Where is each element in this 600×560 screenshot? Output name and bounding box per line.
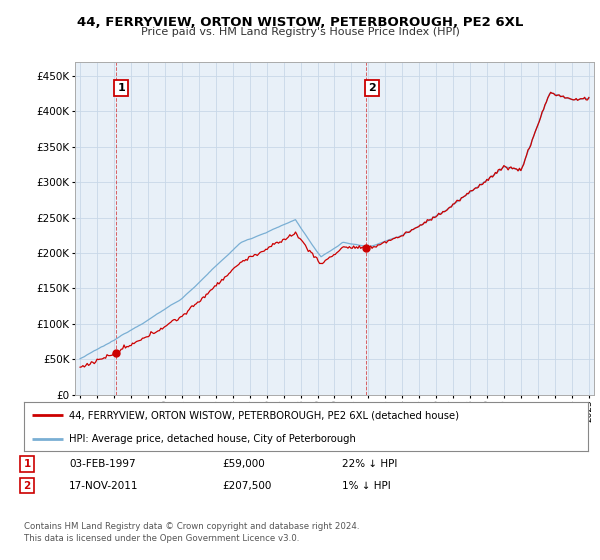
Text: 1: 1 xyxy=(117,83,125,93)
Text: Price paid vs. HM Land Registry's House Price Index (HPI): Price paid vs. HM Land Registry's House … xyxy=(140,27,460,38)
Text: HPI: Average price, detached house, City of Peterborough: HPI: Average price, detached house, City… xyxy=(69,433,356,444)
Text: 2: 2 xyxy=(368,83,376,93)
Text: 17-NOV-2011: 17-NOV-2011 xyxy=(69,480,139,491)
Text: 44, FERRYVIEW, ORTON WISTOW, PETERBOROUGH, PE2 6XL (detached house): 44, FERRYVIEW, ORTON WISTOW, PETERBOROUG… xyxy=(69,410,459,420)
Text: 22% ↓ HPI: 22% ↓ HPI xyxy=(342,459,397,469)
Text: Contains HM Land Registry data © Crown copyright and database right 2024.
This d: Contains HM Land Registry data © Crown c… xyxy=(24,522,359,543)
Text: 44, FERRYVIEW, ORTON WISTOW, PETERBOROUGH, PE2 6XL: 44, FERRYVIEW, ORTON WISTOW, PETERBOROUG… xyxy=(77,16,523,29)
Text: 1: 1 xyxy=(23,459,31,469)
Text: 1% ↓ HPI: 1% ↓ HPI xyxy=(342,480,391,491)
Text: £207,500: £207,500 xyxy=(222,480,271,491)
Text: 2: 2 xyxy=(23,480,31,491)
Text: £59,000: £59,000 xyxy=(222,459,265,469)
Text: 03-FEB-1997: 03-FEB-1997 xyxy=(69,459,136,469)
